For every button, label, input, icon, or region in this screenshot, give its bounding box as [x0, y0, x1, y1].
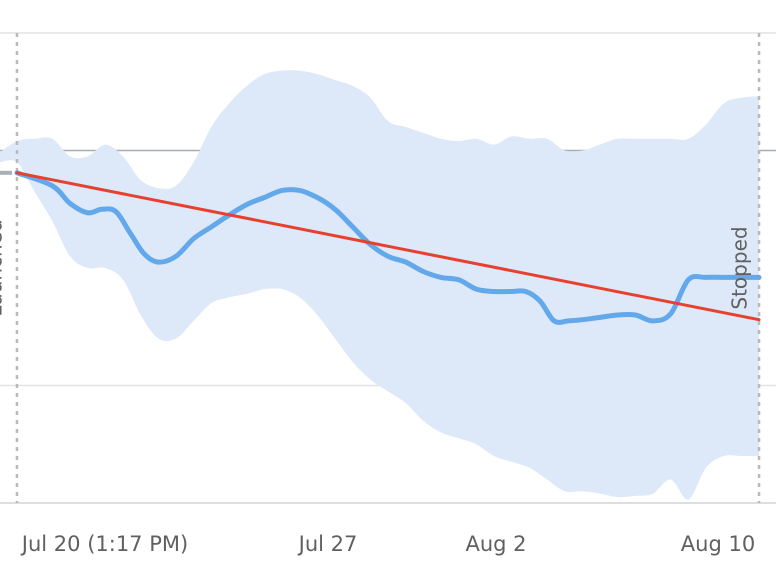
confidence-band	[0, 70, 759, 500]
event-label-stopped: Stopped	[728, 226, 752, 309]
x-tick-label: Aug 2	[465, 532, 526, 556]
event-label-launched: Launched	[0, 219, 6, 316]
series-line-trend	[15, 171, 761, 322]
series-layer	[0, 170, 762, 325]
x-tick-label: Jul 20 (1:17 PM)	[20, 532, 188, 556]
event-markers	[15, 33, 761, 503]
series-line-observed	[14, 170, 762, 325]
x-tick-label: Aug 10	[681, 532, 755, 556]
x-tick-label: Jul 27	[297, 532, 358, 556]
confidence-band-layer	[0, 70, 759, 500]
tick-labels: Jul 20 (1:17 PM) Jul 27 Aug 2 Aug 10 Launche…	[0, 219, 755, 556]
